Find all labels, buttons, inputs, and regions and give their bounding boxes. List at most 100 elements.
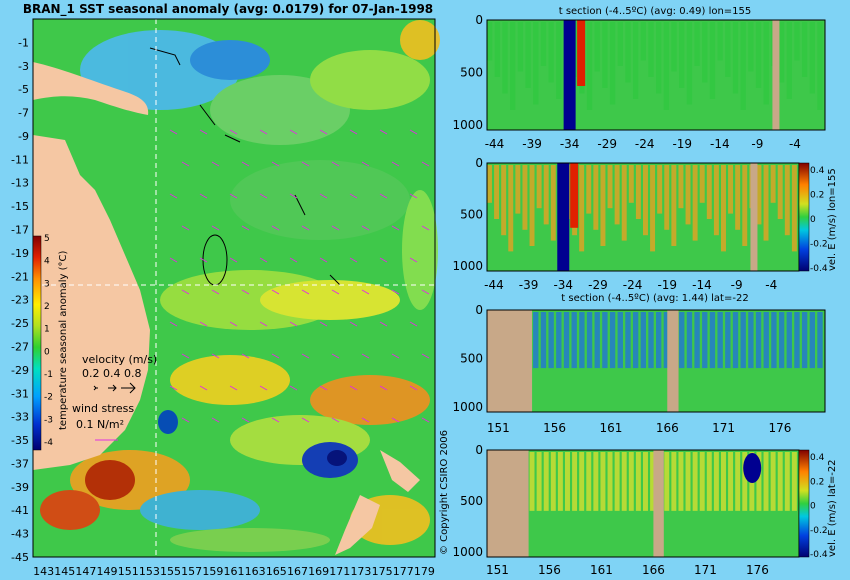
section-panel-2-band (501, 165, 507, 236)
section-panel-4-band (650, 452, 656, 511)
section-panel-2-band (579, 165, 585, 252)
map-x-tick-label: 147 (75, 565, 96, 578)
section-panel-3-band (579, 312, 585, 369)
section-panel-4-x-tick-label: 176 (746, 563, 769, 577)
section-panel-4-band (777, 452, 783, 511)
section-panel-2-colorbar-tick-label: -0.4 (810, 264, 828, 274)
map-y-tick-label: -33 (11, 411, 29, 424)
section-panel-3-y-tick-label: 0 (475, 303, 483, 317)
section-panel-2-band (692, 165, 698, 241)
section-panel-1-band (656, 22, 662, 94)
wind-vector (361, 289, 370, 295)
section-panel-3-band (755, 312, 762, 369)
wind-vector (301, 161, 310, 167)
map-x-tick-label: 159 (202, 565, 223, 578)
section-panel-1-band (556, 22, 562, 99)
section-panel-1-band (510, 22, 516, 110)
section-panel-1-band (502, 22, 508, 94)
section-panel-2-colorbar-tick-label: 0.2 (810, 191, 824, 201)
section-panel-1-x-tick-label: -14 (710, 137, 730, 151)
section-panel-3-band (763, 312, 769, 369)
map-x-tick-label: 171 (329, 565, 350, 578)
section-panel-4-band (678, 452, 684, 511)
section-panel-3-band (809, 312, 816, 369)
section-panel-1-band (594, 22, 600, 72)
colorbar-tick-label: 5 (44, 234, 50, 244)
section-panel-2-x-tick-label: -24 (623, 278, 643, 292)
wind-vector (421, 353, 430, 359)
section-panel-2-band (791, 165, 797, 252)
section-panel-3-band (571, 312, 577, 369)
section-panel-4-band (586, 452, 592, 511)
section-panel-2-band (671, 165, 677, 246)
section-panel-1-band (679, 22, 685, 88)
section-panel-1-band (487, 22, 493, 61)
section-panel-3-band (632, 312, 639, 369)
map-y-tick-label: -15 (11, 200, 29, 213)
map-y-tick-label: -25 (11, 317, 29, 330)
section-panel-4-band (770, 452, 776, 511)
map-y-tick-label: -35 (11, 434, 29, 447)
map-y-tick-label: -19 (11, 247, 29, 260)
map-x-tick-label: 145 (54, 565, 75, 578)
section-panel-1-band (702, 22, 708, 83)
wind-vector (229, 193, 238, 199)
wind-vector (229, 385, 238, 391)
section-panel-2-band (536, 165, 542, 209)
colorbar-tick-label: 3 (44, 279, 50, 289)
section-panel-3-band (817, 312, 823, 369)
wind-vector (289, 193, 298, 199)
wind-vector (169, 257, 178, 263)
colorbar-temperature (32, 235, 42, 451)
wind-vector (319, 385, 328, 391)
section-panel-1-band (794, 22, 800, 61)
wind-vector (361, 225, 370, 231)
map-y-tick-label: -3 (18, 60, 29, 73)
wind-vector (349, 257, 358, 263)
section-panel-2-colorbar-tick-label: 0.4 (810, 166, 825, 176)
map-y-tick-label: -37 (11, 457, 29, 470)
section-panel-4-band (628, 452, 634, 511)
section-panel-4-band (543, 452, 549, 511)
wind-vector (421, 225, 430, 231)
colorbar-tick-label: 2 (44, 302, 50, 312)
section-panel-3-band (748, 312, 754, 369)
wind-vector (391, 353, 400, 359)
section-panel-3-band (609, 312, 616, 369)
section-panel-2-band (529, 165, 535, 246)
colorbar-tick-label: -2 (44, 393, 53, 403)
section-panel-3-x-tick-label: 176 (768, 421, 791, 435)
wind-vector (289, 257, 298, 263)
map-y-tick-label: -31 (11, 387, 29, 400)
section-panel-1-band (648, 22, 654, 77)
wind-vector (289, 129, 298, 135)
section-panel-2-band (735, 165, 741, 230)
section-panel-2-x-tick-label: -34 (553, 278, 573, 292)
section-panel-2: 0 500 1000-44 -39 -34 -29 -24 -19 -14 -9 -4 0.4 0.2 0… (452, 156, 838, 292)
section-panel-1-y-tick-label: 500 (460, 65, 483, 79)
colorbar-tick-label: 4 (44, 257, 50, 267)
section-panel-4-colorbar-tick-label: 0.2 (810, 477, 824, 487)
wind-vector (301, 225, 310, 231)
section-panel-4-band (614, 452, 620, 511)
wind-vector (211, 417, 220, 423)
section-panel-1-band (602, 22, 608, 88)
section-panel-4-band (692, 452, 698, 511)
wind-vector (271, 353, 280, 359)
section-panel-4-band (643, 452, 648, 511)
section-panel-1-band (548, 22, 554, 83)
wind-vector (349, 321, 358, 327)
section-panel-4-band (565, 452, 570, 511)
wind-vector (319, 129, 328, 135)
section-panel-1-feature-warm (577, 20, 586, 86)
section-panel-1-band (732, 22, 739, 94)
section-panel-4-band (664, 452, 670, 511)
section-panel-2-band (678, 165, 684, 209)
section-panel-4-band (536, 452, 542, 511)
section-panel-4-feature-cold (743, 453, 762, 483)
section-panel-2-band (664, 165, 670, 230)
map-y-tick-label: -27 (11, 340, 29, 353)
section-panel-4-band (593, 452, 599, 511)
velocity-legend-arrows (93, 382, 136, 394)
map-x-tick-label: 161 (224, 565, 245, 578)
